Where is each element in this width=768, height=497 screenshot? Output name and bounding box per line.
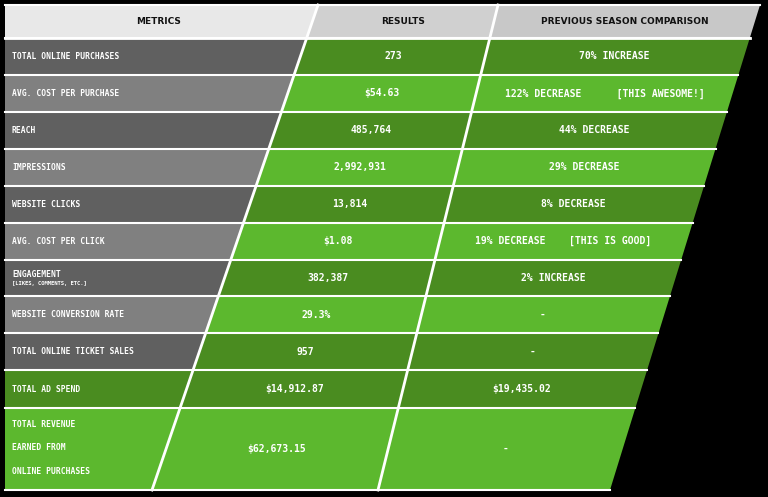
Text: -: - [540,310,546,320]
Polygon shape [5,333,206,370]
Polygon shape [5,370,193,408]
Polygon shape [5,296,218,333]
Text: -: - [502,444,508,454]
Polygon shape [5,38,306,75]
Text: IMPRESSIONS: IMPRESSIONS [12,163,65,172]
Polygon shape [453,149,716,186]
Text: METRICS: METRICS [136,17,181,26]
Text: 19% DECREASE    [THIS IS GOOD]: 19% DECREASE [THIS IS GOOD] [475,236,651,246]
Text: 2,992,931: 2,992,931 [334,162,386,172]
Polygon shape [218,259,435,296]
Text: TOTAL ONLINE PURCHASES: TOTAL ONLINE PURCHASES [12,52,119,61]
Text: TOTAL ONLINE TICKET SALES: TOTAL ONLINE TICKET SALES [12,347,134,356]
Polygon shape [490,5,760,38]
Polygon shape [481,38,750,75]
Text: 957: 957 [297,347,315,357]
Polygon shape [5,112,281,149]
Text: 44% DECREASE: 44% DECREASE [559,125,629,135]
Text: $19,435.02: $19,435.02 [493,384,551,394]
Text: 13,814: 13,814 [332,199,367,209]
Text: EARNED FROM: EARNED FROM [12,443,65,452]
Text: ONLINE PURCHASES: ONLINE PURCHASES [12,467,90,476]
Polygon shape [378,408,635,490]
Polygon shape [5,186,257,223]
Text: 382,387: 382,387 [307,273,348,283]
Text: 2% INCREASE: 2% INCREASE [521,273,585,283]
Text: $54.63: $54.63 [364,88,399,98]
Polygon shape [462,112,727,149]
Text: TOTAL REVENUE: TOTAL REVENUE [12,420,75,429]
Polygon shape [435,223,693,259]
Text: $14,912.87: $14,912.87 [265,384,324,394]
Text: 485,764: 485,764 [350,125,392,135]
Text: WEBSITE CLICKS: WEBSITE CLICKS [12,200,80,209]
Polygon shape [294,38,490,75]
Polygon shape [5,75,294,112]
Text: AVG. COST PER CLICK: AVG. COST PER CLICK [12,237,104,246]
Text: 29.3%: 29.3% [302,310,331,320]
Polygon shape [231,223,444,259]
Polygon shape [180,370,408,408]
Text: 29% DECREASE: 29% DECREASE [548,162,619,172]
Text: 122% DECREASE      [THIS AWESOME!]: 122% DECREASE [THIS AWESOME!] [505,88,704,98]
Polygon shape [269,112,472,149]
Polygon shape [444,186,704,223]
Text: $62,673.15: $62,673.15 [248,444,306,454]
Text: AVG. COST PER PURCHASE: AVG. COST PER PURCHASE [12,89,119,98]
Polygon shape [5,149,269,186]
Polygon shape [206,296,426,333]
Text: RESULTS: RESULTS [381,17,425,26]
Text: -: - [529,347,535,357]
Text: WEBSITE CONVERSION RATE: WEBSITE CONVERSION RATE [12,311,124,320]
Text: 273: 273 [384,52,402,62]
Polygon shape [472,75,738,112]
Polygon shape [399,370,647,408]
Polygon shape [426,259,681,296]
Polygon shape [5,223,243,259]
Text: REACH: REACH [12,126,36,135]
Polygon shape [5,259,231,296]
Text: [LIKES, COMMENTS, ETC.]: [LIKES, COMMENTS, ETC.] [12,281,87,286]
Polygon shape [408,333,658,370]
Polygon shape [152,408,399,490]
Polygon shape [5,408,180,490]
Polygon shape [417,296,670,333]
Text: ENGAGEMENT: ENGAGEMENT [12,270,61,279]
Text: 70% INCREASE: 70% INCREASE [579,52,650,62]
Polygon shape [257,149,462,186]
Polygon shape [243,186,453,223]
Polygon shape [306,5,498,38]
Text: $1.08: $1.08 [324,236,353,246]
Text: TOTAL AD SPEND: TOTAL AD SPEND [12,385,80,394]
Polygon shape [281,75,481,112]
Polygon shape [5,5,318,38]
Text: PREVIOUS SEASON COMPARISON: PREVIOUS SEASON COMPARISON [541,17,708,26]
Text: 8% DECREASE: 8% DECREASE [541,199,606,209]
Polygon shape [193,333,417,370]
